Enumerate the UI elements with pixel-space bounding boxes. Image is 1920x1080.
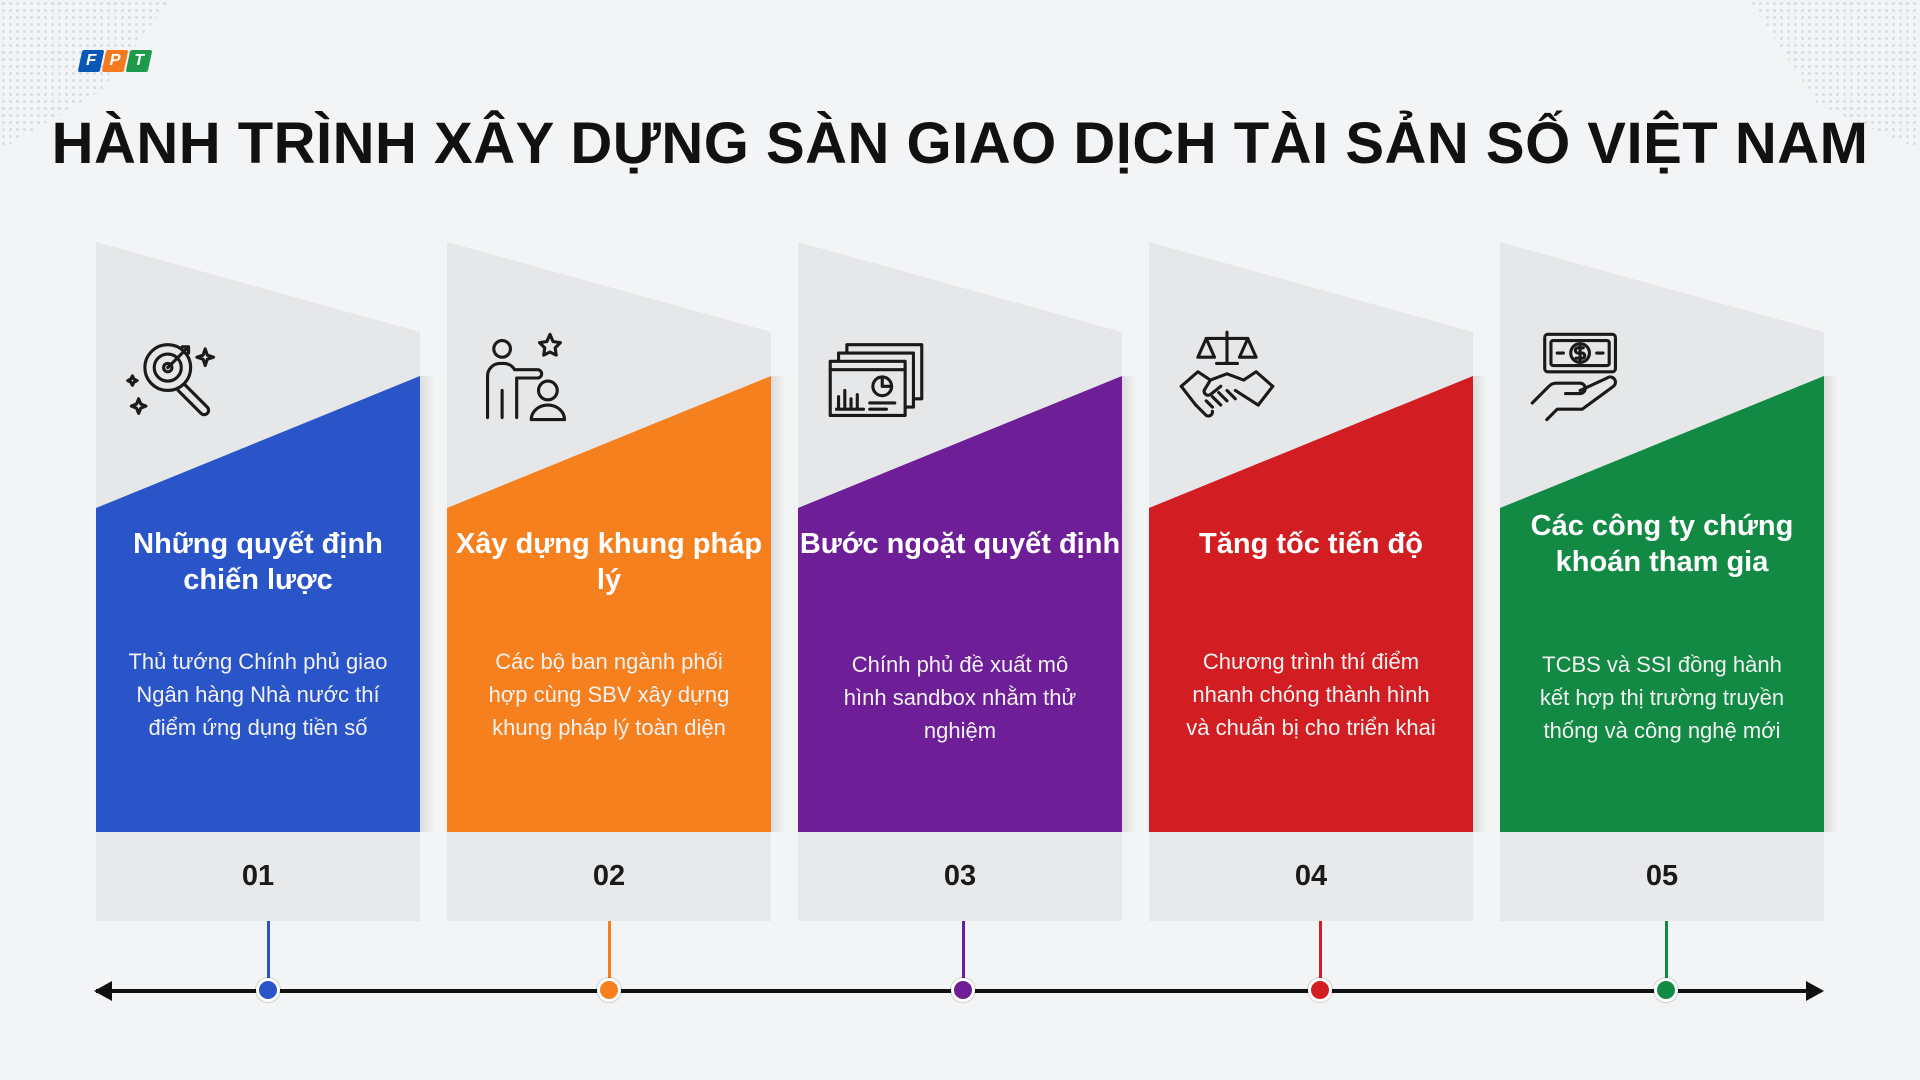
step-description: TCBS và SSI đồng hành kết hợp thị trường… <box>1539 652 1785 743</box>
card-shadow <box>420 376 434 832</box>
timeline-dot-4 <box>1308 978 1332 1002</box>
step-number: 02 <box>447 832 771 921</box>
step-card-3: Bước ngoặt quyết định Chính phủ đề xuất … <box>798 242 1136 921</box>
arrow-right-icon <box>1806 981 1824 1001</box>
step-heading: Các công ty chứng khoán tham gia <box>1530 510 1794 578</box>
step-number: 03 <box>798 832 1122 921</box>
step-number: 05 <box>1500 832 1824 921</box>
card-shadow <box>1473 376 1487 832</box>
step-card-1: Những quyết định chiến lược Thủ tướng Ch… <box>96 242 434 921</box>
step-heading: Xây dựng khung pháp lý <box>455 528 763 596</box>
timeline-dot-3 <box>951 978 975 1002</box>
timeline-stem-3 <box>962 921 965 987</box>
step-number: 01 <box>96 832 420 921</box>
step-description: Các bộ ban ngành phối hợp cùng SBV xây d… <box>488 649 730 740</box>
step-description: Chính phủ đề xuất mô hình sandbox nhằm t… <box>843 652 1077 743</box>
timeline-dot-5 <box>1654 978 1678 1002</box>
card-shadow <box>1122 376 1136 832</box>
page-title: HÀNH TRÌNH XÂY DỰNG SÀN GIAO DỊCH TÀI SẢ… <box>51 111 1869 176</box>
step-heading: Những quyết định chiến lược <box>133 528 383 596</box>
logo-letter-p: P <box>101 50 129 72</box>
timeline-dot-1 <box>256 978 280 1002</box>
logo-letter-t: T <box>125 50 153 72</box>
timeline-dot-2 <box>597 978 621 1002</box>
card-shadow <box>1824 376 1838 832</box>
timeline-stem-4 <box>1319 921 1322 987</box>
step-description: Thủ tướng Chính phủ giao Ngân hàng Nhà n… <box>128 649 388 740</box>
arrow-left-icon <box>94 981 112 1001</box>
step-card-4: Tăng tốc tiến độ Chương trình thí điểm n… <box>1149 242 1487 921</box>
justice-scale-handshake-icon <box>1179 330 1275 418</box>
step-card-5: Các công ty chứng khoán tham gia TCBS và… <box>1500 242 1838 921</box>
timeline-stem-2 <box>608 921 611 987</box>
step-heading: Tăng tốc tiến độ <box>1199 528 1423 560</box>
leader-team-star-icon <box>486 332 567 422</box>
timeline-stem-5 <box>1665 921 1668 987</box>
card-shadow <box>771 376 785 832</box>
fpt-logo: F P T <box>77 50 153 80</box>
step-card-2: Xây dựng khung pháp lý Các bộ ban ngành … <box>447 242 785 921</box>
step-heading: Bước ngoặt quyết định <box>799 528 1121 560</box>
strategy-target-magnifier-icon <box>126 343 216 417</box>
timeline-stem-1 <box>267 921 270 987</box>
step-description: Chương trình thí điểm nhanh chóng thành … <box>1186 649 1436 740</box>
money-hand-icon <box>1530 332 1617 422</box>
report-documents-icon <box>828 343 924 417</box>
logo-letter-f: F <box>77 50 105 72</box>
step-number: 04 <box>1149 832 1473 921</box>
